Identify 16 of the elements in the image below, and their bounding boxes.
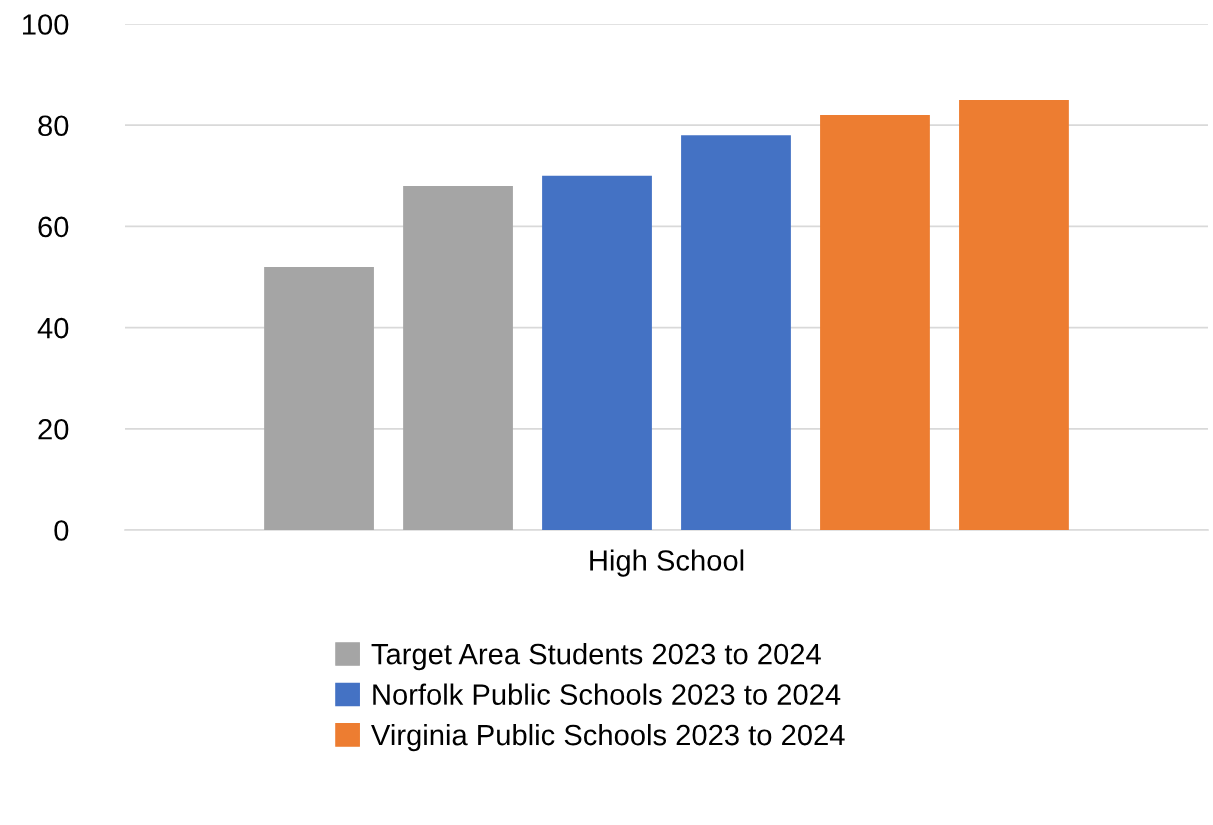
- y-tick-label: 0: [54, 520, 69, 541]
- bar: [681, 135, 791, 530]
- y-tick-label: 60: [38, 216, 69, 238]
- y-tick-label: 20: [38, 419, 69, 440]
- y-tick-label: 100: [23, 14, 69, 35]
- legend-label: Virginia Public Schools 2023 to 2024: [371, 723, 845, 752]
- bar: [820, 115, 930, 530]
- bar: [542, 175, 652, 530]
- y-tick-label: 80: [38, 115, 69, 137]
- bar: [264, 266, 374, 530]
- legend-label: Norfolk Public Schools 2023 to 2024: [373, 683, 841, 705]
- x-tick-label: High School: [590, 549, 744, 577]
- bar: [403, 185, 513, 530]
- bar: [959, 99, 1069, 530]
- y-tick-label: 40: [37, 317, 69, 339]
- legend-label: Target Area Students 2023 to 2024: [371, 643, 821, 671]
